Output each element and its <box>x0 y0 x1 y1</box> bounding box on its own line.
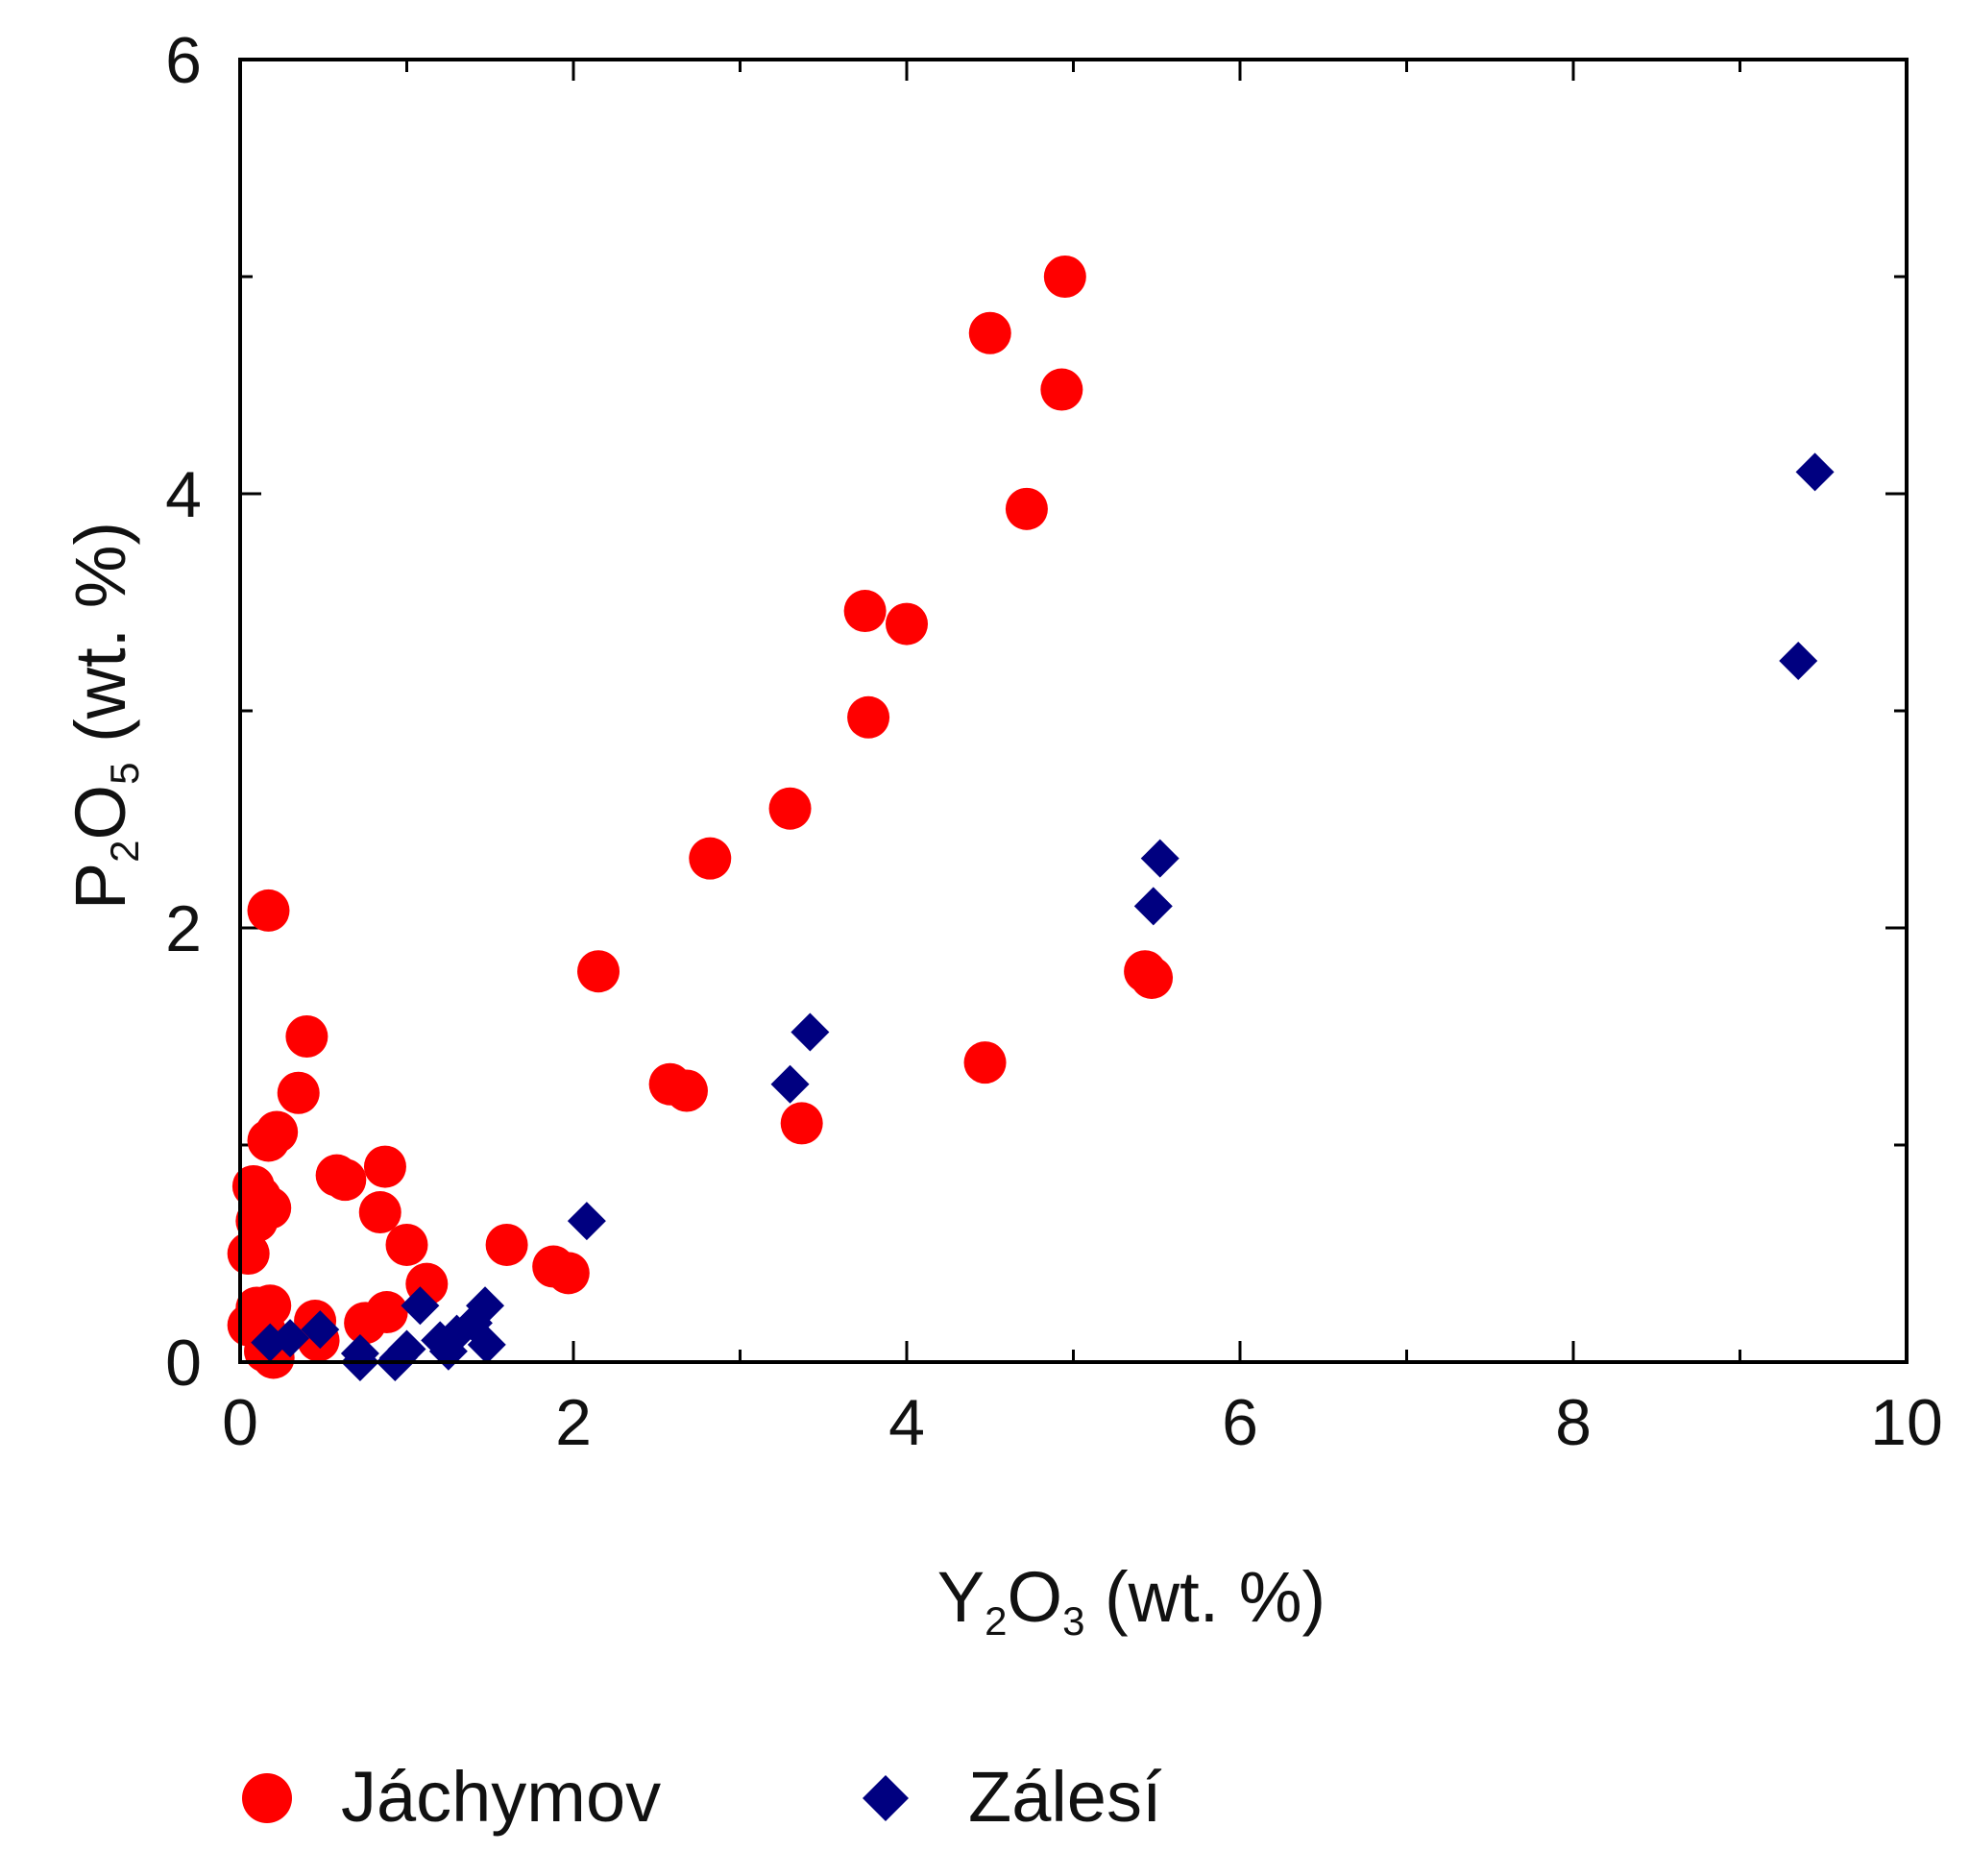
legend-marker-zalesi <box>863 1775 909 1821</box>
data-point-jachymov <box>1131 956 1174 999</box>
data-point-zalesi <box>1795 452 1835 492</box>
y-axis-title: P2O5 (wt. %) <box>61 522 147 910</box>
data-point-zalesi <box>301 1310 340 1350</box>
major-ticks <box>238 58 1909 1364</box>
data-point-zalesi <box>251 1323 290 1362</box>
y-tick-label: 6 <box>165 24 202 97</box>
x-tick-label: 6 <box>1222 1386 1258 1459</box>
data-point-jachymov <box>385 1223 428 1266</box>
series-jachymov <box>227 256 1174 1379</box>
data-point-jachymov <box>547 1252 590 1295</box>
data-point-jachymov <box>277 1071 320 1114</box>
x-axis-title: Y2O3 (wt. %) <box>937 1557 1325 1644</box>
data-point-jachymov <box>847 695 890 739</box>
tick-labels: 0 2 4 6 8 10 0 2 4 6 <box>165 24 1943 1459</box>
plot-frame <box>238 58 1909 1364</box>
x-title-base2: O <box>1008 1557 1063 1637</box>
y-title-base2: O <box>61 785 140 841</box>
data-point-jachymov <box>285 1015 328 1058</box>
data-point-jachymov <box>365 1291 408 1334</box>
data-point-jachymov <box>577 950 620 993</box>
y-tick-label: 4 <box>165 458 202 531</box>
x-tick-label: 8 <box>1555 1386 1592 1459</box>
data-point-jachymov <box>1040 368 1083 411</box>
legend-label-zalesi: Zálesí <box>968 1757 1162 1837</box>
legend: Jáchymov Zálesí <box>242 1757 1162 1837</box>
data-point-jachymov <box>363 1145 406 1188</box>
data-point-jachymov <box>485 1223 528 1266</box>
series-zalesi <box>251 452 1835 1381</box>
data-point-jachymov <box>665 1069 708 1112</box>
data-point-zalesi <box>1779 642 1818 681</box>
data-point-jachymov <box>968 311 1011 354</box>
x-title-base1: Y <box>937 1557 985 1637</box>
data-point-jachymov <box>780 1102 823 1145</box>
data-point-zalesi <box>790 1012 830 1052</box>
data-point-zalesi <box>770 1064 810 1104</box>
x-title-sub1: 2 <box>985 1598 1007 1644</box>
y-tick-label: 0 <box>165 1327 202 1400</box>
series-layer <box>227 256 1835 1381</box>
x-tick-label: 4 <box>888 1386 925 1459</box>
data-point-zalesi <box>1133 887 1173 926</box>
data-point-jachymov <box>963 1041 1007 1084</box>
data-point-zalesi <box>401 1286 440 1326</box>
x-tick-label: 10 <box>1870 1386 1943 1459</box>
y-title-sub1: 2 <box>102 840 147 862</box>
legend-marker-jachymov <box>242 1773 292 1823</box>
x-tick-label: 0 <box>222 1386 258 1459</box>
data-point-jachymov <box>886 602 928 646</box>
data-point-jachymov <box>358 1191 401 1234</box>
minor-ticks <box>240 60 1907 1362</box>
data-point-jachymov <box>247 1119 290 1162</box>
data-point-jachymov <box>1043 256 1086 298</box>
data-point-zalesi <box>567 1202 606 1241</box>
data-point-zalesi <box>467 1325 506 1364</box>
data-point-jachymov <box>247 889 290 932</box>
data-point-jachymov <box>227 1232 270 1275</box>
data-point-jachymov <box>843 590 887 633</box>
data-point-jachymov <box>324 1158 367 1202</box>
x-title-sub2: 3 <box>1062 1598 1084 1644</box>
x-tick-label: 2 <box>555 1386 592 1459</box>
data-point-jachymov <box>689 837 732 880</box>
y-tick-label: 2 <box>165 892 202 965</box>
y-title-sub2: 5 <box>102 763 147 785</box>
data-point-jachymov <box>768 787 812 830</box>
data-point-jachymov <box>1005 487 1048 530</box>
x-title-suffix: (wt. %) <box>1084 1557 1325 1637</box>
data-point-jachymov <box>235 1200 279 1243</box>
legend-label-jachymov: Jáchymov <box>341 1757 661 1837</box>
data-point-zalesi <box>1140 839 1180 878</box>
y-title-suffix: (wt. %) <box>61 522 140 763</box>
y-title-base1: P <box>61 863 140 910</box>
